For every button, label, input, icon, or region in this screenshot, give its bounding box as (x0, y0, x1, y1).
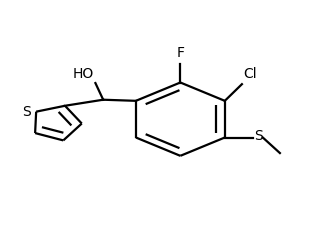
Text: F: F (176, 46, 184, 60)
Text: S: S (254, 129, 263, 143)
Text: HO: HO (73, 67, 94, 81)
Text: S: S (22, 105, 30, 119)
Text: Cl: Cl (243, 68, 257, 81)
